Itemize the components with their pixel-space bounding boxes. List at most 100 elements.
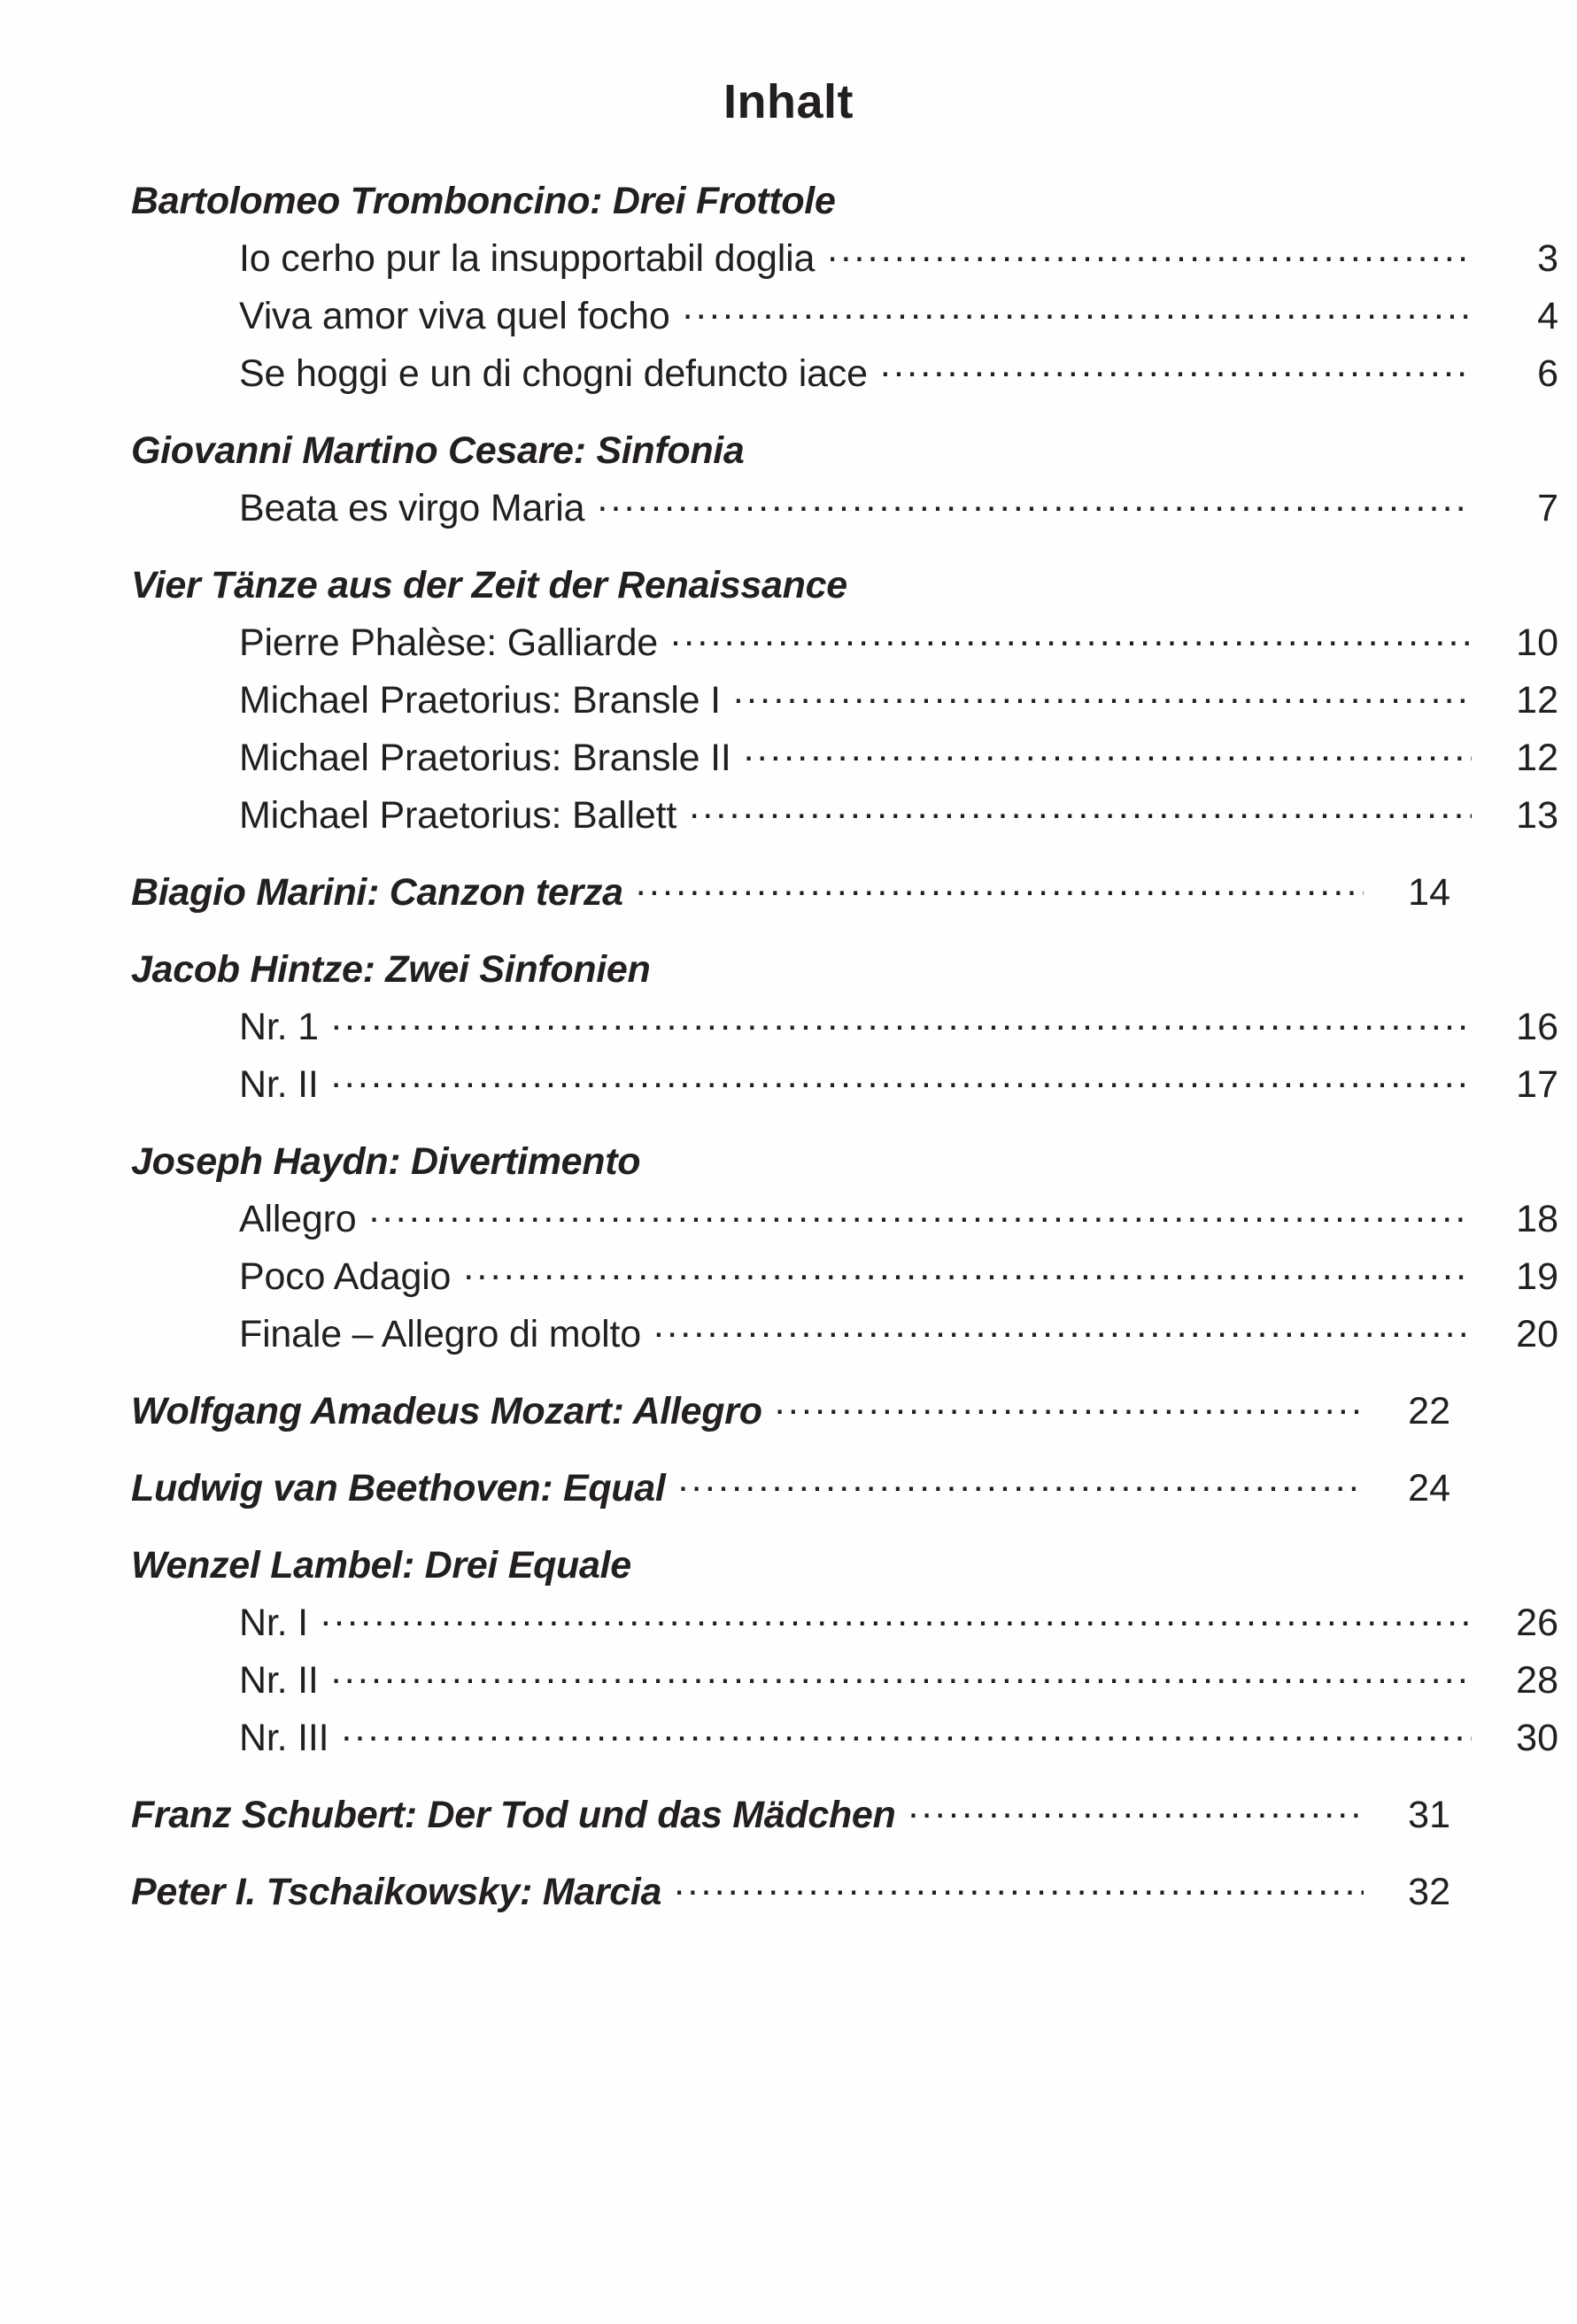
page-number: 28 <box>1516 1659 1558 1702</box>
toc-section-heading-label: Peter I. Tschaikowsky: Marcia <box>131 1871 662 1913</box>
toc-section: Wenzel Lambel: Drei Equale Nr. I 26 Nr. II 2… <box>131 1544 1558 1757</box>
page-number: 14 <box>1408 871 1450 914</box>
dot-leader <box>827 257 1472 271</box>
toc-section: Biagio Marini: Canzon terza 14 <box>131 874 1450 912</box>
toc-entry-row[interactable]: Nr. II 28 <box>131 1662 1558 1700</box>
toc-section-heading-label: Ludwig van Beethoven: Equal <box>131 1467 666 1509</box>
page-number: 3 <box>1537 237 1558 280</box>
toc-entry-row[interactable]: Viva amor viva quel focho 4 <box>131 297 1558 336</box>
page-title: Inhalt <box>723 75 854 128</box>
toc-entry-row[interactable]: Poco Adagio 19 <box>131 1258 1558 1296</box>
toc-section: Peter I. Tschaikowsky: Marcia 32 <box>131 1873 1450 1911</box>
dot-leader <box>689 814 1472 828</box>
toc-entry-row[interactable]: Beata es virgo Maria 7 <box>131 490 1558 528</box>
toc-entry-row[interactable]: Finale – Allegro di molto 20 <box>131 1316 1558 1354</box>
dot-leader <box>368 1217 1472 1231</box>
toc-section: Giovanni Martino Cesare: Sinfonia Beata e… <box>131 429 1558 528</box>
page-number: 12 <box>1516 679 1558 722</box>
page-number: 12 <box>1516 737 1558 779</box>
dot-leader <box>733 699 1472 713</box>
toc-section-heading: Joseph Haydn: Divertimento <box>131 1140 641 1183</box>
page-number: 30 <box>1516 1717 1558 1759</box>
toc-entry-label: Poco Adagio <box>239 1255 452 1298</box>
page-number: 16 <box>1516 1006 1558 1048</box>
toc-entry-row[interactable]: Se hoggi e un di chogni defuncto iace 6 <box>131 355 1558 393</box>
dot-leader <box>463 1275 1472 1289</box>
toc-entry-label: Nr. II <box>239 1063 319 1106</box>
toc-section-heading: Vier Tänze aus der Zeit der Renaissance <box>131 564 847 606</box>
toc-section-heading-row[interactable]: Biagio Marini: Canzon terza 14 <box>131 874 1450 912</box>
toc-entry-row[interactable]: Nr. 1 16 <box>131 1008 1558 1046</box>
toc-entry-row[interactable]: Nr. I 26 <box>131 1604 1558 1642</box>
toc-entry-row[interactable]: Michael Praetorius: Bransle I 12 <box>131 682 1558 720</box>
toc-section-heading-label: Wolfgang Amadeus Mozart: Allegro <box>131 1390 762 1432</box>
toc-entry-label: Beata es virgo Maria <box>239 487 585 529</box>
page-number: 32 <box>1408 1871 1450 1913</box>
toc-entry-row[interactable]: Michael Praetorius: Bransle II 12 <box>131 739 1558 777</box>
page-number: 7 <box>1537 487 1558 529</box>
dot-leader <box>908 1813 1364 1827</box>
toc-entry-label: Michael Praetorius: Bransle II <box>239 737 731 779</box>
dot-leader <box>683 314 1472 328</box>
dot-leader <box>341 1736 1472 1750</box>
toc-section-heading: Wenzel Lambel: Drei Equale <box>131 1544 631 1587</box>
page-number: 20 <box>1516 1313 1558 1355</box>
toc-section: Ludwig van Beethoven: Equal 24 <box>131 1470 1450 1508</box>
toc-entry-label: Viva amor viva quel focho <box>239 295 670 337</box>
dot-leader <box>744 756 1472 770</box>
toc-entry-row[interactable]: Nr. II 17 <box>131 1066 1558 1104</box>
dot-leader <box>653 1332 1472 1347</box>
toc-entry-label: Nr. 1 <box>239 1006 319 1048</box>
toc-section: Vier Tänze aus der Zeit der Renaissance P… <box>131 564 1558 835</box>
toc-section-heading: Bartolomeo Tromboncino: Drei Frottole <box>131 180 836 222</box>
toc-entry-row[interactable]: Nr. III 30 <box>131 1719 1558 1757</box>
page-number: 19 <box>1516 1255 1558 1298</box>
toc-section: Joseph Haydn: Divertimento Allegro 18 Poco … <box>131 1140 1558 1354</box>
toc-section-heading-row[interactable]: Franz Schubert: Der Tod und das Mädchen 3… <box>131 1796 1450 1834</box>
page-number: 4 <box>1537 295 1558 337</box>
toc-section-heading-label: Biagio Marini: Canzon terza <box>131 871 623 914</box>
dot-leader <box>597 506 1472 521</box>
toc-entry-label: Michael Praetorius: Ballett <box>239 794 677 837</box>
page-number: 18 <box>1516 1198 1558 1240</box>
toc-entry-label: Se hoggi e un di chogni defuncto iace <box>239 352 868 395</box>
toc-entry-row[interactable]: Allegro 18 <box>131 1201 1558 1239</box>
toc-entry-label: Michael Praetorius: Bransle I <box>239 679 721 722</box>
toc-section: Bartolomeo Tromboncino: Drei Frottole Io … <box>131 180 1558 393</box>
toc-entry-label: Pierre Phalèse: Galliarde <box>239 622 659 664</box>
page-number: 24 <box>1408 1467 1450 1509</box>
toc-section-heading-row[interactable]: Wolfgang Amadeus Mozart: Allegro 22 <box>131 1393 1450 1431</box>
toc-section: Wolfgang Amadeus Mozart: Allegro 22 <box>131 1393 1450 1431</box>
toc-entry-label: Finale – Allegro di molto <box>239 1313 641 1355</box>
dot-leader <box>775 1409 1364 1424</box>
toc-entry-row[interactable]: Pierre Phalèse: Galliarde 10 <box>131 624 1558 662</box>
dot-leader <box>331 1083 1472 1097</box>
dot-leader <box>674 1890 1364 1904</box>
dot-leader <box>880 372 1472 386</box>
dot-leader <box>670 641 1472 655</box>
dot-leader <box>678 1486 1364 1501</box>
toc-section-heading-row[interactable]: Peter I. Tschaikowsky: Marcia 32 <box>131 1873 1450 1911</box>
toc-section-heading-row[interactable]: Ludwig van Beethoven: Equal 24 <box>131 1470 1450 1508</box>
toc-section: Franz Schubert: Der Tod und das Mädchen 3… <box>131 1796 1450 1834</box>
page-number: 10 <box>1516 622 1558 664</box>
page-number: 22 <box>1408 1390 1450 1432</box>
toc-entry-label: Nr. II <box>239 1659 319 1702</box>
page-number: 13 <box>1516 794 1558 837</box>
page-number: 31 <box>1408 1794 1450 1836</box>
toc-list: Bartolomeo Tromboncino: Drei Frottole Io … <box>131 180 1558 1911</box>
dot-leader <box>636 891 1364 905</box>
toc-entry-label: Allegro <box>239 1198 357 1240</box>
toc-entry-row[interactable]: Io cerho pur la insupportabil doglia 3 <box>131 240 1558 278</box>
page-number: 26 <box>1516 1602 1558 1644</box>
dot-leader <box>331 1025 1472 1039</box>
toc-entry-row[interactable]: Michael Praetorius: Ballett 13 <box>131 797 1558 835</box>
dot-leader <box>331 1679 1472 1693</box>
toc-section-heading: Giovanni Martino Cesare: Sinfonia <box>131 429 745 472</box>
toc-section: Jacob Hintze: Zwei Sinfonien Nr. 1 16 Nr. I… <box>131 948 1558 1104</box>
toc-section-heading-label: Franz Schubert: Der Tod und das Mädchen <box>131 1794 896 1836</box>
page-number: 17 <box>1516 1063 1558 1106</box>
toc-section-heading: Jacob Hintze: Zwei Sinfonien <box>131 948 651 991</box>
page-number: 6 <box>1537 352 1558 395</box>
